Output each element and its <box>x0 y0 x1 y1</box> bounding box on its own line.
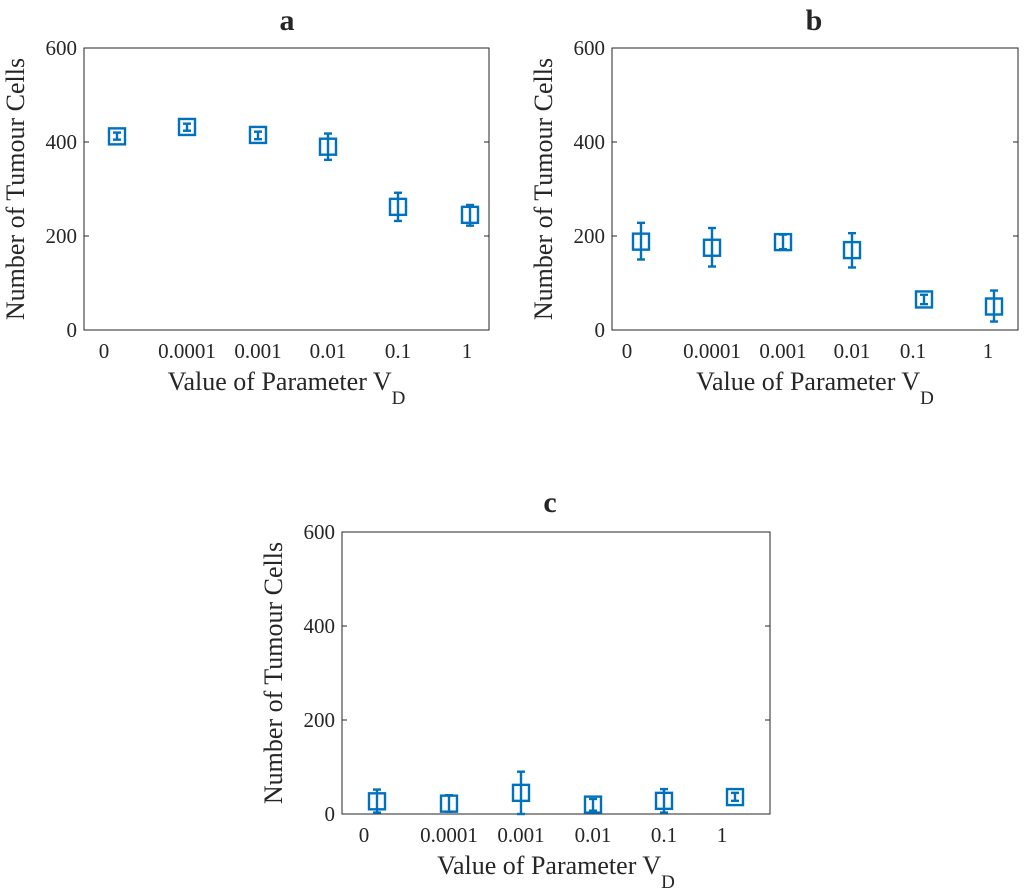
x-tick-label: 0 <box>622 339 633 363</box>
data-point-square <box>248 125 268 145</box>
y-tick-label: 200 <box>574 224 606 248</box>
data-point-square <box>984 297 1004 316</box>
y-tick-label: 600 <box>304 520 336 544</box>
x-axis-label-subscript: D <box>392 388 406 409</box>
x-tick-label: 0.1 <box>651 823 677 847</box>
y-axis-label: Number of Tumour Cells <box>529 58 558 320</box>
x-tick-label: 0 <box>99 339 110 363</box>
plot-frame <box>83 47 490 331</box>
y-tick-label: 400 <box>574 130 606 154</box>
x-tick-label: 1 <box>717 823 728 847</box>
panel-title: a <box>280 4 295 37</box>
x-tick-label: 0.01 <box>575 823 612 847</box>
data-point-square <box>439 794 459 813</box>
y-tick-label: 0 <box>595 318 606 342</box>
y-axis-label: Number of Tumour Cells <box>259 542 288 804</box>
chart-panel-a: a 0 200 400 600 0 0.0001 0.001 0.01 0.1 1 Value of … <box>1 4 490 409</box>
data-point-square <box>511 783 531 803</box>
y-tick-label: 0 <box>325 802 336 826</box>
y-tick-label: 400 <box>46 130 78 154</box>
y-axis-label: Number of Tumour Cells <box>1 58 30 320</box>
x-tick-label: 0.0001 <box>158 339 216 363</box>
panel-title: c <box>543 486 556 519</box>
x-tick-label: 0.001 <box>497 823 544 847</box>
x-axis-label-text: Value of Parameter V <box>696 367 920 396</box>
data-point-square <box>177 117 197 137</box>
y-tick-label: 200 <box>304 708 336 732</box>
data-point-square <box>631 232 651 251</box>
data-point-square <box>460 205 480 225</box>
plot-frame <box>341 531 771 815</box>
data-point-square <box>583 795 603 814</box>
chart-panel-b: b 0 200 400 600 0 0.0001 0.001 0.01 0.1 1 Value of … <box>529 4 1019 409</box>
data-point-square <box>388 197 408 217</box>
x-tick-label: 0.1 <box>385 339 411 363</box>
x-tick-label: 1 <box>983 339 994 363</box>
plot-frame <box>611 47 1019 331</box>
x-tick-label: 1 <box>462 339 473 363</box>
x-tick-label: 0.0001 <box>420 823 478 847</box>
x-axis-label-text: Value of Parameter V <box>168 367 392 396</box>
x-axis-label-subscript: D <box>661 872 675 893</box>
data-point-square <box>773 232 793 252</box>
x-tick-label: 0.001 <box>759 339 806 363</box>
y-tick-label: 400 <box>304 614 336 638</box>
x-tick-label: 0.1 <box>900 339 926 363</box>
data-point-square <box>107 127 127 146</box>
x-axis-label: Value of Parameter VD <box>168 367 406 409</box>
x-axis-label-subscript: D <box>920 388 934 409</box>
y-tick-label: 600 <box>574 36 606 60</box>
data-point-square <box>842 240 862 260</box>
x-tick-label: 0.0001 <box>683 339 741 363</box>
x-tick-label: 0.001 <box>234 339 281 363</box>
data-point-square <box>914 290 934 309</box>
y-tick-label: 600 <box>46 36 78 60</box>
y-tick-label: 200 <box>46 224 78 248</box>
x-tick-label: 0.01 <box>310 339 347 363</box>
data-point-square <box>318 137 338 156</box>
data-point-square <box>702 238 722 257</box>
x-tick-label: 0 <box>359 823 370 847</box>
x-axis-label-text: Value of Parameter V <box>437 851 661 880</box>
y-tick-label: 0 <box>67 318 78 342</box>
data-point-square <box>367 792 387 811</box>
panel-title: b <box>806 4 823 37</box>
x-axis-label: Value of Parameter VD <box>696 367 934 409</box>
data-point-square <box>654 791 674 811</box>
chart-panel-c: c 0 200 400 600 0 0.0001 0.001 0.01 0.1 1 Value of … <box>259 486 771 893</box>
x-axis-label: Value of Parameter VD <box>437 851 675 893</box>
x-tick-label: 0.01 <box>834 339 871 363</box>
data-point-square <box>725 787 745 807</box>
